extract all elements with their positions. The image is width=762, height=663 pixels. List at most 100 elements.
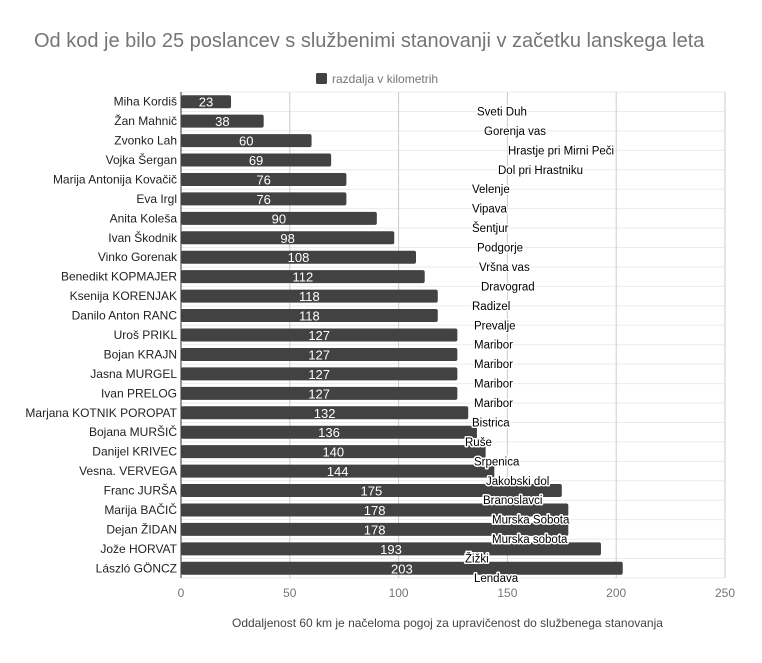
x-tick-label: 50 — [283, 586, 297, 600]
bar — [181, 464, 495, 478]
bar-value-label: 203 — [391, 561, 413, 576]
category-label: László GÖNCZ — [96, 561, 177, 575]
place-annotation: Vršna vas — [479, 262, 530, 274]
bar — [181, 114, 264, 128]
place-annotation: Gorenja vas — [484, 126, 546, 138]
bar-value-label: 23 — [199, 95, 213, 110]
place-annotation: Branoslavci — [483, 495, 542, 507]
bar-value-label: 175 — [361, 484, 383, 499]
bar — [181, 309, 438, 323]
place-annotation: Srpenica — [474, 456, 520, 468]
bar — [181, 270, 425, 284]
place-annotation: Maribor — [474, 340, 513, 352]
x-tick-label: 0 — [178, 586, 185, 600]
category-label: Benedikt KOPMAJER — [61, 270, 177, 284]
x-tick-label: 100 — [389, 586, 409, 600]
category-label: Marjana KOTNIK POROPAT — [25, 406, 177, 420]
place-annotation: Šentjur — [472, 222, 509, 235]
category-label: Ivan PRELOG — [101, 386, 177, 400]
category-label: Jasna MURGEL — [90, 367, 177, 381]
place-annotation: Maribor — [474, 398, 513, 410]
bar — [181, 367, 458, 381]
bar — [181, 484, 562, 498]
place-annotation: Radizel — [472, 301, 510, 313]
place-annotation: Hrastje pri Mirni Peči — [508, 145, 614, 157]
bar — [181, 386, 458, 400]
category-label: Vesna. VERVEGA — [79, 464, 177, 478]
bar-value-label: 178 — [364, 503, 386, 518]
category-label: Vojka Šergan — [106, 152, 177, 167]
bar-value-label: 98 — [280, 231, 294, 246]
category-label: Franc JURŠA — [104, 483, 177, 498]
bar-value-label: 178 — [364, 522, 386, 537]
bar-value-label: 127 — [308, 367, 330, 382]
category-label: Danijel KRIVEC — [92, 445, 177, 459]
bar-value-label: 76 — [256, 192, 270, 207]
x-tick-label: 200 — [606, 586, 626, 600]
bar-value-label: 127 — [308, 347, 330, 362]
bar — [181, 503, 569, 517]
category-label: Anita Koleša — [110, 211, 178, 225]
place-annotation: Prevalje — [474, 320, 516, 332]
bar — [181, 445, 486, 459]
bar-value-label: 193 — [380, 542, 402, 557]
bar-value-label: 76 — [256, 172, 270, 187]
bar — [181, 211, 377, 225]
bar — [181, 328, 458, 342]
category-label: Marija BAČIČ — [104, 502, 177, 517]
bar-value-label: 140 — [322, 445, 344, 460]
place-annotation: Podgorje — [477, 243, 523, 255]
bar-value-label: 136 — [318, 425, 340, 440]
legend-label[interactable]: razdalja v kilometrih — [332, 72, 438, 86]
category-label: Ksenija KORENJAK — [70, 289, 177, 303]
bar — [181, 134, 312, 148]
category-label: Žan Mahnič — [114, 113, 177, 128]
category-label: Zvonko Lah — [114, 134, 177, 148]
bar-value-label: 132 — [314, 406, 336, 421]
category-label: Danilo Anton RANC — [72, 309, 178, 323]
place-annotation: Maribor — [474, 379, 513, 391]
bar — [181, 95, 232, 109]
category-label: Miha Kordiš — [114, 95, 177, 109]
bar-value-label: 90 — [272, 211, 286, 226]
place-annotation: Murska sobota — [492, 534, 568, 546]
place-annotation: Murska Sobota — [492, 515, 570, 527]
category-label: Uroš PRIKL — [114, 328, 178, 342]
category-label: Vinko Gorenak — [98, 250, 178, 264]
category-label: Bojan KRAJN — [104, 347, 177, 361]
chart-title: Od kod je bilo 25 poslancev s službenimi… — [34, 30, 705, 52]
place-annotation: Maribor — [474, 359, 513, 371]
place-annotation: Dol pri Hrastniku — [498, 165, 583, 177]
category-label: Marija Antonija Kovačič — [53, 172, 177, 186]
bar-value-label: 127 — [308, 328, 330, 343]
bar-value-label: 118 — [299, 289, 320, 304]
bar — [181, 289, 438, 303]
bar-value-label: 108 — [288, 250, 310, 265]
x-tick-label: 150 — [497, 586, 517, 600]
x-tick-label: 250 — [715, 586, 735, 600]
bar — [181, 153, 332, 167]
bar — [181, 522, 569, 536]
bar — [181, 250, 417, 264]
category-label: Jože HORVAT — [100, 542, 177, 556]
bar-value-label: 60 — [239, 134, 253, 149]
bar-value-label: 118 — [299, 309, 320, 324]
category-label: Ivan Škodnik — [108, 230, 178, 245]
bar — [181, 561, 623, 575]
bar — [181, 172, 347, 186]
category-label: Bojana MURŠIČ — [89, 424, 177, 439]
place-annotation: Žižki — [465, 553, 489, 566]
bar — [181, 425, 477, 439]
bar-value-label: 112 — [292, 270, 313, 285]
place-annotation: Jakobski dol — [486, 476, 549, 488]
place-annotation: Bistrica — [472, 417, 510, 429]
bar — [181, 347, 458, 361]
bar-value-label: 69 — [249, 153, 263, 168]
category-label: Eva Irgl — [136, 192, 177, 206]
category-label: Dejan ŽIDAN — [106, 521, 177, 536]
place-annotation: Velenje — [472, 184, 510, 196]
bar — [181, 406, 469, 420]
bar-value-label: 144 — [327, 464, 349, 479]
